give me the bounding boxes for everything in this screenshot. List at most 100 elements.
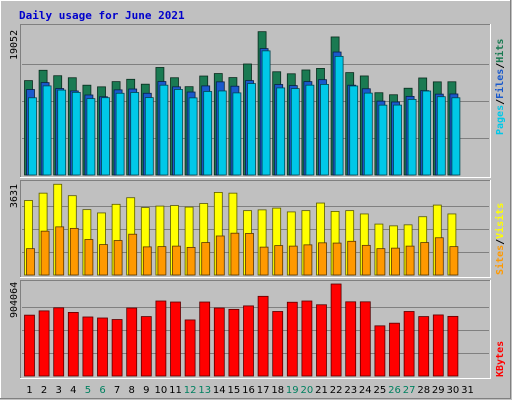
panel-hits-frame bbox=[20, 24, 491, 178]
sites-bar bbox=[347, 240, 357, 276]
sites-bar bbox=[405, 245, 415, 276]
day-label: 29 bbox=[432, 385, 445, 396]
day-label: 14 bbox=[213, 385, 226, 396]
day-label: 19 bbox=[286, 385, 299, 396]
pages-bar bbox=[363, 92, 373, 176]
legend-sep-3: / bbox=[495, 239, 506, 245]
day-label: 27 bbox=[403, 385, 416, 396]
day-label: 15 bbox=[228, 385, 241, 396]
kbytes-bar bbox=[170, 301, 181, 377]
kbytes-bar bbox=[432, 314, 444, 377]
kbytes-bar bbox=[403, 311, 415, 377]
pages-bar bbox=[290, 88, 300, 176]
day-label: 1 bbox=[26, 385, 32, 396]
chart-title: Daily usage for June 2021 bbox=[19, 9, 185, 22]
legend-pages: Pages bbox=[495, 105, 506, 135]
legend-sep-2: / bbox=[495, 63, 506, 69]
day-label: 16 bbox=[242, 385, 255, 396]
kbytes-bar bbox=[330, 283, 342, 377]
kbytes-bar bbox=[243, 305, 254, 377]
day-label: 26 bbox=[388, 385, 401, 396]
pages-bar bbox=[203, 91, 213, 176]
sites-bar bbox=[391, 247, 400, 276]
day-label: 24 bbox=[359, 385, 372, 396]
pages-bar bbox=[407, 99, 417, 176]
pages-bar bbox=[28, 97, 37, 176]
kbytes-bar bbox=[389, 322, 400, 377]
sites-bar bbox=[245, 233, 254, 276]
kbytes-bar bbox=[126, 307, 138, 377]
sites-bar bbox=[259, 246, 269, 276]
panel-visits-frame bbox=[20, 180, 491, 278]
legend-visits: Visits bbox=[494, 203, 506, 239]
pages-bar bbox=[261, 50, 271, 176]
kbytes-bar bbox=[82, 316, 94, 377]
legend-hits-files-pages: Pages/Files/Hits bbox=[494, 39, 506, 135]
sites-bar bbox=[201, 242, 211, 276]
kbytes-bar bbox=[447, 315, 459, 377]
legend-sep-1: / bbox=[495, 99, 506, 105]
day-label: 7 bbox=[114, 385, 120, 396]
pages-bar bbox=[101, 97, 110, 176]
pages-bar bbox=[71, 92, 81, 176]
pages-bar bbox=[320, 84, 329, 176]
kbytes-bar bbox=[374, 325, 386, 377]
sites-bar bbox=[142, 246, 152, 276]
chart-bars bbox=[22, 31, 489, 377]
pages-bar bbox=[115, 92, 125, 176]
sites-bar bbox=[376, 248, 386, 276]
kbytes-max-label: 904064 bbox=[9, 282, 20, 318]
pages-bar bbox=[232, 92, 242, 176]
day-label: 22 bbox=[330, 385, 343, 396]
day-label: 13 bbox=[198, 385, 211, 396]
day-label: 20 bbox=[301, 385, 314, 396]
sites-bar bbox=[215, 235, 225, 276]
sites-bar bbox=[172, 245, 181, 276]
kbytes-bar bbox=[67, 311, 79, 377]
day-label: 5 bbox=[85, 385, 91, 396]
kbytes-bar bbox=[38, 310, 50, 377]
day-label: 30 bbox=[447, 385, 460, 396]
sites-bar bbox=[186, 246, 196, 276]
legend-sites: Sites bbox=[494, 245, 506, 275]
hits-max-label: 19052 bbox=[9, 30, 20, 60]
pages-bar bbox=[305, 84, 315, 176]
day-label: 18 bbox=[271, 385, 284, 396]
panel-kbytes-frame bbox=[20, 280, 491, 379]
day-label: 23 bbox=[344, 385, 357, 396]
kbytes-bar bbox=[272, 311, 284, 377]
kbytes-bar bbox=[199, 301, 211, 377]
day-label: 25 bbox=[374, 385, 387, 396]
kbytes-bar bbox=[418, 316, 430, 377]
sites-bar bbox=[55, 226, 65, 276]
sites-bar bbox=[332, 242, 342, 276]
day-label: 6 bbox=[99, 385, 105, 396]
day-label: 8 bbox=[129, 385, 135, 396]
kbytes-bar bbox=[184, 319, 196, 377]
pages-bar bbox=[86, 98, 96, 176]
day-label: 12 bbox=[184, 385, 197, 396]
pages-bar bbox=[57, 89, 67, 176]
day-label: 17 bbox=[257, 385, 270, 396]
kbytes-bar bbox=[345, 301, 357, 377]
pages-bar bbox=[451, 97, 461, 176]
kbytes-bar bbox=[359, 301, 371, 377]
day-label: 11 bbox=[169, 385, 182, 396]
day-label: 9 bbox=[143, 385, 149, 396]
pages-bar bbox=[422, 90, 432, 176]
sites-bar bbox=[69, 227, 79, 276]
kbytes-bar bbox=[53, 307, 65, 377]
sites-bar bbox=[230, 232, 240, 276]
pages-bar bbox=[130, 92, 140, 176]
kbytes-bar bbox=[140, 316, 152, 377]
kbytes-bar bbox=[24, 314, 35, 377]
kbytes-bar bbox=[286, 301, 298, 377]
day-labels: 1 2 3 4 5 6 7 8 9 10 11 12 13 14 15 16 17 18 19 20 21 22 23 24 2… bbox=[26, 385, 474, 396]
kbytes-bar bbox=[257, 295, 269, 377]
sites-bar bbox=[449, 246, 459, 276]
kbytes-bar bbox=[97, 317, 108, 377]
sites-bar bbox=[157, 246, 167, 276]
pages-bar bbox=[174, 89, 183, 176]
sites-bar bbox=[288, 245, 298, 276]
legend-files: Files bbox=[494, 69, 506, 99]
